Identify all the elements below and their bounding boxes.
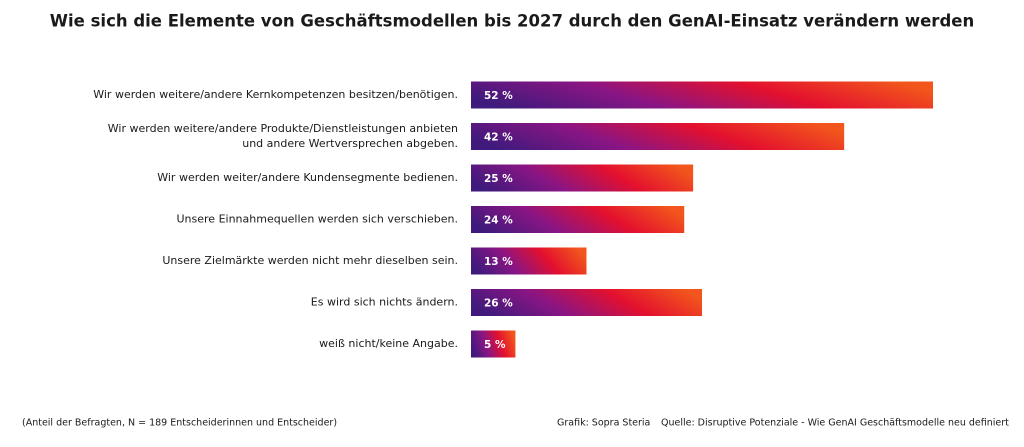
bar — [471, 330, 516, 358]
value-label: 25 % — [484, 173, 513, 185]
chart-title: Wie sich die Elemente von Geschäftsmodel… — [50, 12, 974, 31]
category-label: Es wird sich nichts ändern. — [311, 296, 458, 309]
value-label: 13 % — [484, 256, 513, 268]
value-label: 42 % — [484, 132, 513, 144]
bar — [471, 123, 845, 150]
bar — [471, 289, 703, 316]
value-label: 52 % — [484, 90, 513, 102]
category-label: Unsere Zielmärkte werden nicht mehr dies… — [162, 254, 458, 267]
bar — [471, 206, 685, 233]
bar — [471, 247, 587, 275]
credit: Grafik: Sopra Steria — [557, 418, 650, 429]
source: Quelle: Disruptive Potenziale - Wie GenA… — [661, 418, 1009, 429]
value-label: 24 % — [484, 215, 513, 227]
category-label: Wir werden weiter/andere Kundensegmente … — [157, 171, 458, 184]
category-label: Unsere Einnahmequellen werden sich versc… — [177, 213, 459, 226]
note: (Anteil der Befragten, N = 189 Entscheid… — [22, 418, 337, 429]
category-label: Wir werden weitere/andere Produkte/Diens… — [108, 122, 458, 150]
value-label: 5 % — [484, 339, 506, 351]
value-label: 26 % — [484, 298, 513, 310]
bar — [471, 81, 934, 109]
bar — [471, 164, 694, 192]
category-label: weiß nicht/keine Angabe. — [319, 337, 458, 350]
category-label: Wir werden weitere/andere Kernkompetenze… — [93, 88, 458, 101]
